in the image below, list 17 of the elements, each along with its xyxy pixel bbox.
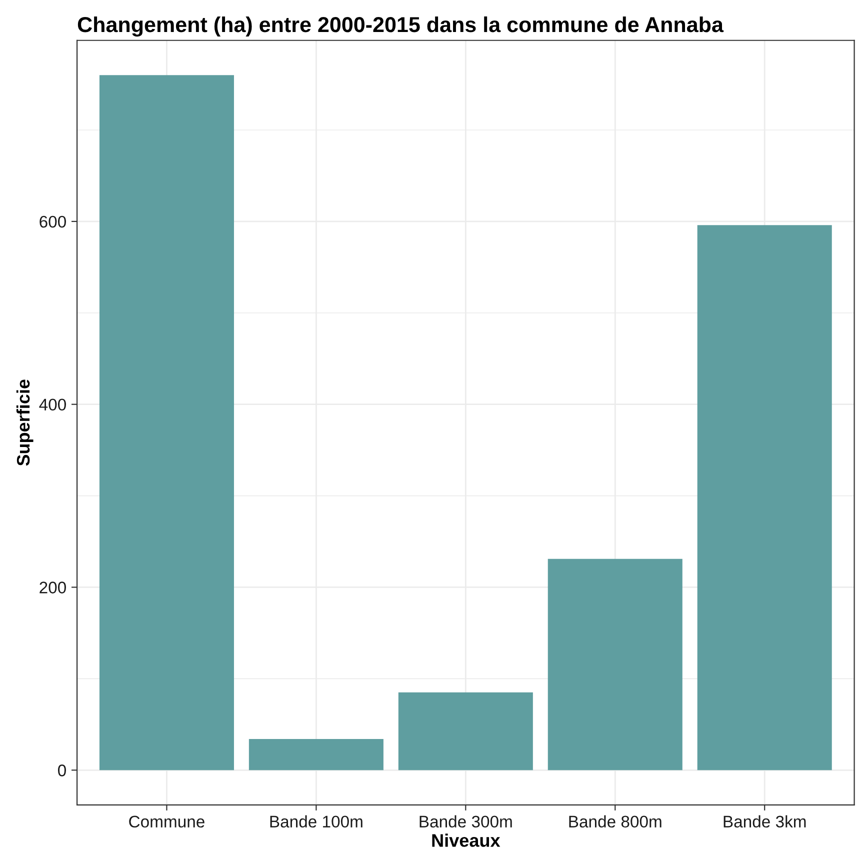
bar (697, 225, 832, 770)
y-axis-title: Superficie (16, 380, 34, 466)
x-tick-label: Bande 100m (270, 815, 362, 828)
y-tick-label: 600 (40, 216, 66, 228)
x-tick-label: Bande 3km (724, 815, 806, 828)
x-tick-label: Bande 800m (569, 815, 662, 828)
bar (99, 75, 234, 770)
y-tick-label: 200 (40, 582, 66, 594)
chart-title: Changement (ha) entre 2000-2015 dans la commune de Annaba (78, 16, 724, 37)
x-axis-title: Niveaux (432, 834, 500, 847)
y-tick-label: 400 (39, 398, 66, 411)
bar (248, 739, 384, 770)
x-tick-label: Commune (129, 816, 204, 828)
y-tick-label: 0 (58, 764, 66, 776)
bar (548, 558, 682, 770)
x-tick-label: Bande 300m (420, 815, 512, 828)
bar (398, 692, 533, 770)
